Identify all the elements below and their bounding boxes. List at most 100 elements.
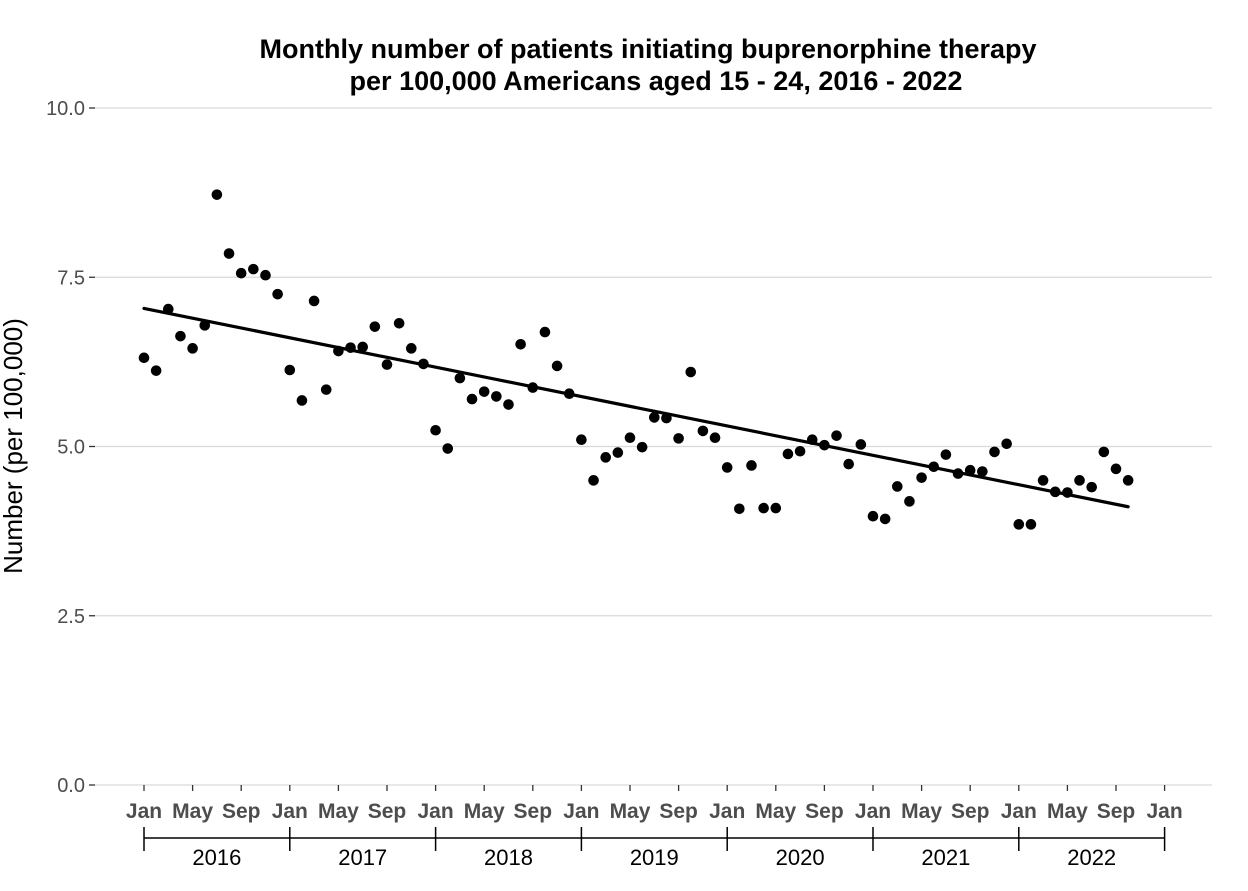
chart-title-line-2: per 100,000 Americans aged 15 - 24, 2016… [350,66,963,96]
data-point [904,496,915,507]
data-point [381,359,393,370]
x-tick-label: Sep [1097,800,1136,823]
data-point [430,424,441,436]
data-point [794,445,806,457]
data-point [636,441,648,453]
data-point [503,399,514,410]
x-tick-label: May [464,800,505,823]
gridlines [95,107,1212,786]
year-label: 2020 [776,845,825,870]
data-point [320,384,332,395]
y-tick-label: 10.0 [46,98,85,120]
x-tick-label: Jan [563,800,599,823]
x-tick-label: Sep [951,800,990,823]
data-point [296,395,308,406]
data-point [272,288,283,300]
x-tick-label: Jan [272,800,308,823]
data-point [588,475,599,486]
data-point [940,449,952,460]
data-point [442,443,454,454]
year-label: 2019 [630,845,679,870]
x-tick-label: May [610,800,651,823]
data-point [709,432,721,443]
y-tick-label: 2.5 [57,606,85,628]
data-point [393,317,405,329]
data-point [758,502,769,514]
data-point [770,502,782,514]
data-point [211,189,223,200]
data-point [284,364,296,376]
x-tick-label: Jan [1001,800,1037,823]
data-point [746,460,757,471]
x-tick-label: Jan [126,800,162,823]
data-point [454,372,466,384]
data-point [612,447,624,458]
x-tick-label: Jan [1147,800,1183,823]
data-point [1013,519,1025,530]
data-point [539,326,551,338]
data-point [831,430,842,441]
data-point [1086,481,1097,493]
data-point [697,425,709,437]
data-point [248,263,259,275]
data-point [867,510,879,522]
data-point [1122,475,1134,486]
year-label: 2022 [1067,845,1116,870]
y-axis-label: Number (per 100,000) [0,318,28,574]
data-point [734,503,745,515]
year-label: 2021 [921,845,970,870]
data-point [138,352,150,364]
data-point [1098,446,1110,458]
data-point [175,330,186,342]
data-point [235,267,247,279]
data-point [855,439,867,450]
data-point [576,434,587,446]
trend-line [142,306,1130,509]
year-label: 2018 [484,845,533,870]
chart-title-line-1: Monthly number of patients initiating bu… [259,34,1036,64]
data-point [515,338,526,350]
data-point [673,433,684,444]
y-tick-label: 7.5 [57,267,85,289]
x-axis: Jan May Sep Jan May Sep Jan May Sep Jan May Sep Jan M… [126,785,1183,870]
data-point [879,513,891,525]
year-label: 2017 [338,845,387,870]
x-tick-label: May [318,800,359,823]
x-tick-label: Jan [418,800,454,823]
data-point [478,386,490,397]
data-point [1110,463,1122,475]
x-tick-label: May [1047,800,1088,823]
year-label: 2016 [192,845,241,870]
data-point [989,446,1000,458]
data-point [466,393,478,405]
data-point [491,391,502,402]
x-tick-label: Jan [855,800,891,823]
data-point [977,466,988,477]
data-point [357,341,369,353]
x-tick-label: Sep [805,800,844,823]
data-point [600,452,611,463]
data-point [187,343,198,354]
data-point [649,412,660,423]
y-tick-label: 0.0 [57,775,85,797]
y-axis-ticks: 0.0 2.5 5.0 7.5 10.0 [46,98,95,797]
x-tick-label: May [755,800,796,823]
data-point [685,366,697,378]
data-point [223,248,235,259]
data-point [1074,475,1085,486]
data-point [624,432,636,443]
data-point [843,458,854,470]
x-tick-label: May [172,800,213,823]
x-tick-label: Sep [514,800,553,823]
x-tick-label: Sep [222,800,261,823]
data-points [138,189,1134,530]
data-point [1001,438,1012,450]
x-tick-label: May [901,800,942,823]
y-tick-label: 5.0 [57,437,85,459]
data-point [551,360,563,372]
x-tick-label: Sep [659,800,698,823]
data-point [916,472,927,483]
data-point [308,295,320,307]
data-point [150,365,162,376]
